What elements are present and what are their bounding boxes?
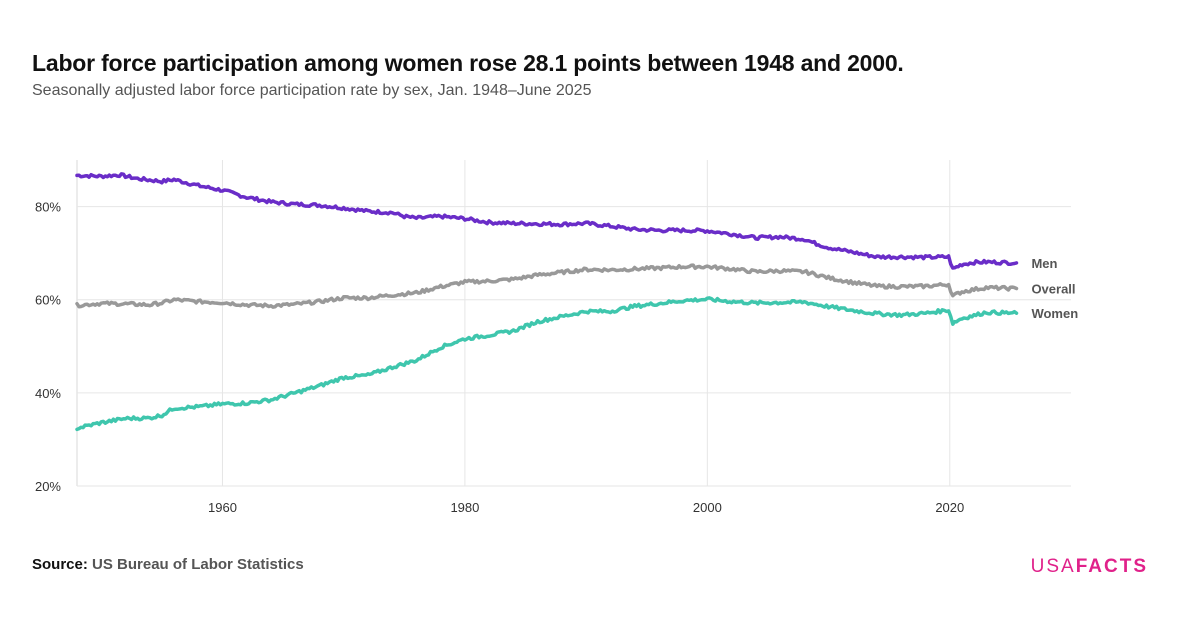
series-line-men xyxy=(75,172,1019,270)
series-label-women: Women xyxy=(1031,306,1078,321)
axis-tick-labels: 20% 40% 60% 80% 1960 1980 2000 2020 xyxy=(35,200,964,515)
grid-lines xyxy=(76,160,1071,487)
source-note: Source: US Bureau of Labor Statistics xyxy=(32,556,304,573)
source-value: US Bureau of Labor Statistics xyxy=(92,556,304,573)
x-tick-label: 2000 xyxy=(693,500,722,515)
logo-usa-text: USA xyxy=(1030,556,1076,577)
series-lines xyxy=(75,172,1019,432)
series-label-men: Men xyxy=(1031,256,1057,271)
usafacts-logo: USAFACTS xyxy=(1031,556,1148,578)
x-tick-label: 2020 xyxy=(935,500,964,515)
chart-subtitle: Seasonally adjusted labor force particip… xyxy=(32,82,592,99)
series-labels: Men Overall Women xyxy=(1031,256,1078,321)
line-chart: 20% 40% 60% 80% 1960 1980 2000 2020 Men Overall W… xyxy=(35,160,1078,515)
y-tick-label: 60% xyxy=(35,293,61,308)
y-tick-label: 80% xyxy=(35,200,61,215)
x-tick-label: 1980 xyxy=(450,500,479,515)
source-label: Source: xyxy=(32,556,88,573)
series-line-women xyxy=(75,296,1019,432)
series-line-overall xyxy=(75,263,1019,309)
x-tick-label: 1960 xyxy=(208,500,237,515)
logo-facts-text: FACTS xyxy=(1075,556,1148,577)
y-tick-label: 40% xyxy=(35,386,61,401)
series-label-overall: Overall xyxy=(1031,282,1075,297)
chart-title: Labor force participation among women ro… xyxy=(32,50,904,76)
y-tick-label: 20% xyxy=(35,479,61,494)
